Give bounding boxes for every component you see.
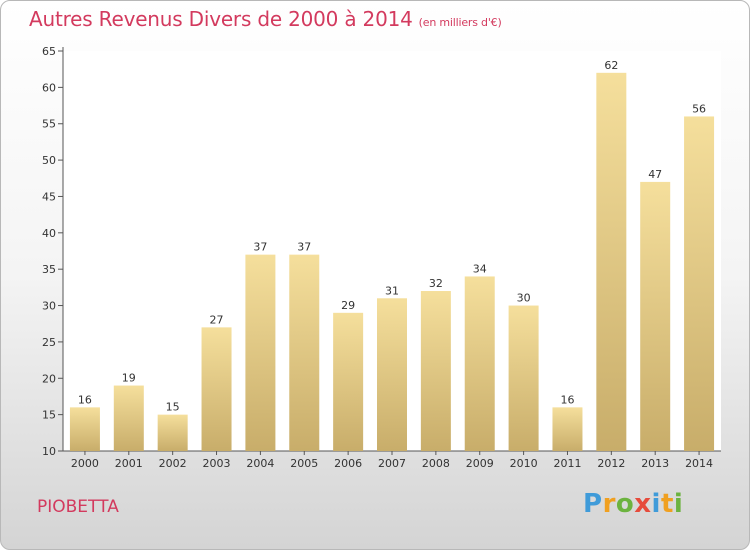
- bar-value-label: 34: [473, 262, 487, 275]
- x-tick-label: 2004: [246, 457, 274, 470]
- proxiti-logo[interactable]: Proxiti: [583, 489, 683, 519]
- y-tick-label: 55: [42, 118, 56, 131]
- bar-value-label: 30: [517, 292, 531, 305]
- bar: [201, 327, 232, 451]
- bar-value-label: 37: [253, 241, 267, 254]
- y-tick-label: 20: [42, 372, 56, 385]
- x-tick-label: 2014: [685, 457, 713, 470]
- logo-letter: t: [660, 489, 674, 519]
- y-tick-label: 30: [42, 300, 56, 313]
- bar-value-label: 16: [78, 393, 92, 406]
- bar: [157, 414, 188, 451]
- bar: [420, 291, 451, 451]
- y-tick-label: 50: [42, 154, 56, 167]
- logo-letter: i: [673, 489, 684, 519]
- bar-value-label: 31: [385, 284, 399, 297]
- bar: [552, 407, 583, 451]
- bar: [333, 312, 364, 451]
- y-tick-label: 65: [42, 45, 56, 58]
- x-tick-label: 2007: [378, 457, 406, 470]
- x-tick-label: 2011: [553, 457, 581, 470]
- logo-letter: i: [651, 489, 661, 519]
- y-tick-label: 45: [42, 190, 56, 203]
- bar: [245, 254, 276, 451]
- bar: [508, 305, 539, 451]
- bar: [69, 407, 100, 451]
- x-tick-label: 2008: [422, 457, 450, 470]
- chart-title: Autres Revenus Divers de 2000 à 2014 (en …: [29, 7, 502, 31]
- bar: [113, 385, 144, 451]
- y-tick-label: 40: [42, 227, 56, 240]
- logo-letter: r: [602, 489, 616, 519]
- bar: [640, 181, 671, 451]
- chart-unit-label: (en milliers d'€): [418, 16, 502, 29]
- bar-value-label: 15: [166, 401, 180, 414]
- logo-letter: P: [583, 489, 603, 519]
- x-tick-label: 2010: [510, 457, 538, 470]
- x-tick-label: 2009: [466, 457, 494, 470]
- y-tick-label: 25: [42, 336, 56, 349]
- bar-value-label: 29: [341, 299, 355, 312]
- bar: [684, 116, 715, 452]
- bar: [596, 72, 627, 452]
- x-tick-label: 2006: [334, 457, 362, 470]
- x-tick-label: 2000: [71, 457, 99, 470]
- y-tick-label: 15: [42, 409, 56, 422]
- bar: [377, 298, 407, 451]
- bar-value-label: 32: [429, 277, 443, 290]
- chart-title-text: Autres Revenus Divers de 2000 à 2014: [29, 7, 413, 31]
- logo-letter: o: [615, 489, 635, 519]
- y-tick-label: 60: [42, 81, 56, 94]
- bar-value-label: 27: [210, 313, 224, 326]
- x-tick-label: 2012: [597, 457, 625, 470]
- bar: [464, 276, 495, 451]
- x-tick-label: 2003: [203, 457, 231, 470]
- x-tick-label: 2013: [641, 457, 669, 470]
- bar: [289, 254, 320, 451]
- bar-value-label: 62: [604, 59, 618, 72]
- x-tick-label: 2001: [115, 457, 143, 470]
- bar-value-label: 19: [122, 372, 136, 385]
- logo-letter: x: [634, 489, 652, 519]
- x-tick-label: 2002: [159, 457, 187, 470]
- y-tick-label: 10: [42, 445, 56, 458]
- bar-value-label: 56: [692, 102, 706, 115]
- bar-value-label: 47: [648, 168, 662, 181]
- y-tick-label: 35: [42, 263, 56, 276]
- bar-value-label: 37: [297, 241, 311, 254]
- place-name: PIOBETTA: [37, 497, 119, 517]
- x-tick-label: 2005: [290, 457, 318, 470]
- bar-value-label: 16: [560, 393, 574, 406]
